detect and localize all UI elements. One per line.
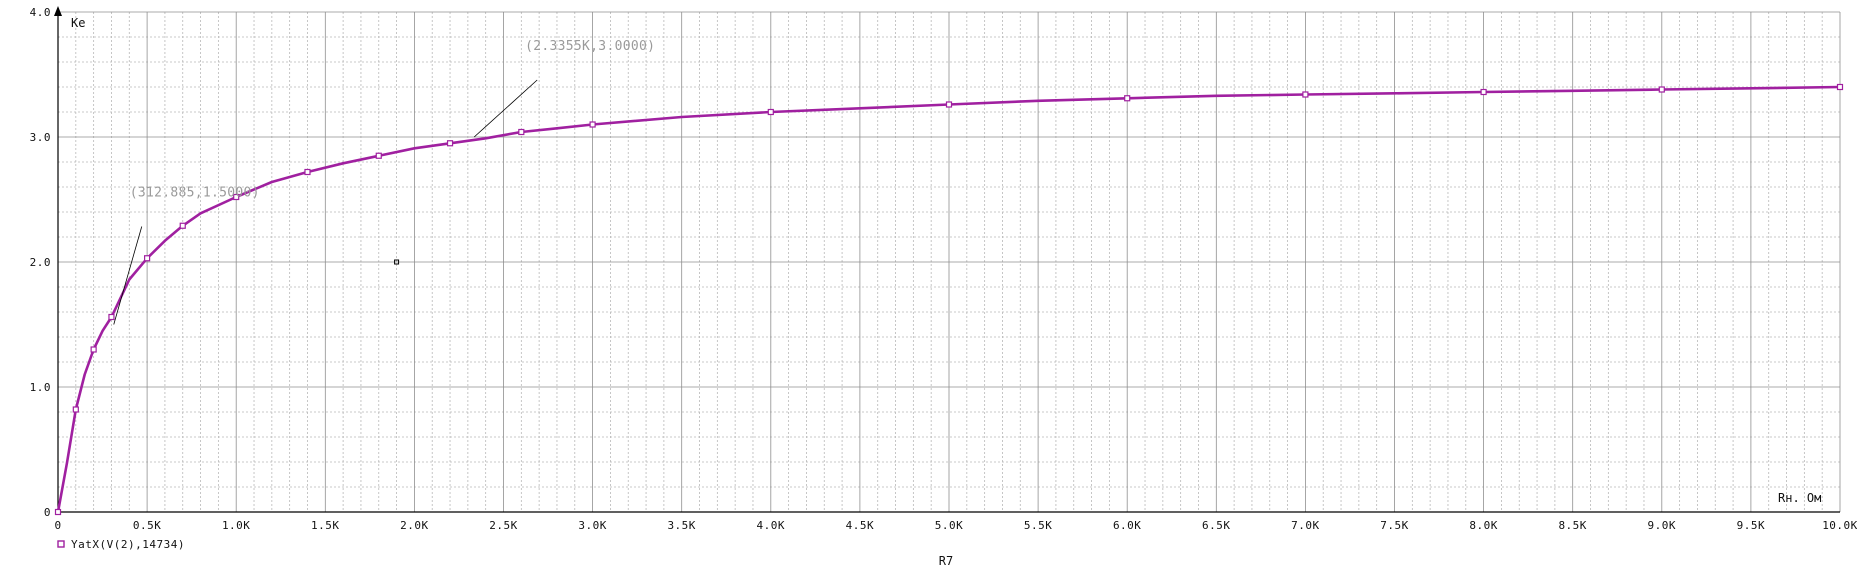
x-tick-label: 8.0K [1469,519,1498,532]
series-marker [945,101,953,108]
x-tick-label: 3.0K [578,519,607,532]
y-axis-label: Ke [71,16,85,30]
x-tick-label: 0 [54,519,61,532]
series-marker [1302,91,1309,98]
series-marker [54,508,62,516]
series-marker [108,313,115,321]
x-tick-label: 5.5K [1024,519,1053,532]
annotation-leader [113,226,143,325]
axis-labels: Ke Rн. Ом R7 [71,16,1821,568]
series-marker [1480,88,1487,96]
annotation-label: (312.885,1.5000) [130,186,260,201]
series-marker [90,346,97,353]
series-marker [304,168,311,176]
x-tick-label: 1.5K [311,519,340,532]
x-tick-label: 2.5K [489,519,518,532]
y-axis-arrow-icon [54,6,62,16]
series-marker [72,406,79,413]
cursor-marker-icon [394,259,400,265]
series-marker [1124,95,1131,102]
annotation-leader [473,79,538,138]
series-layer [54,83,1844,516]
y-tick-label: 0 [44,506,51,519]
x-tick-label: 4.5K [846,519,875,532]
x-tick-label: 7.0K [1291,519,1320,532]
legend-entry: YatX(V(2),14734) [71,538,185,551]
x-tick-label: 9.0K [1648,519,1677,532]
x-tick-label: 6.0K [1113,519,1142,532]
axes [54,6,1840,513]
x-tick-label: 6.5K [1202,519,1231,532]
annotation-label: (2.3355K,3.0000) [525,39,655,54]
annotations: (312.885,1.5000) (2.3355K,3.0000) [113,39,655,325]
x-tick-label: 0.5K [133,519,162,532]
x-tick-label: 8.5K [1558,519,1587,532]
x-tick-label: 7.5K [1380,519,1409,532]
legend: YatX(V(2),14734) [57,538,185,551]
x-tick-label: 9.5K [1737,519,1766,532]
y-tick-label: 2.0 [30,256,51,269]
y-tick-label: 4.0 [30,6,51,19]
series-marker [1836,83,1844,91]
series-marker [446,140,454,147]
legend-marker-icon [57,540,65,548]
x-tick-label: 3.5K [667,519,696,532]
series-marker [375,152,382,159]
x-tick-label: 2.0K [400,519,429,532]
x-tick-label: 5.0K [935,519,964,532]
series-marker [179,222,186,229]
x-tick-label: 1.0K [222,519,251,532]
series-marker [144,255,151,262]
y-tick-label: 1.0 [30,381,51,394]
grid [57,11,1841,513]
x-axis-label: Rн. Ом [1778,491,1821,505]
series-marker [233,193,240,201]
x-variable-label: R7 [939,554,953,568]
series-marker [1658,86,1665,93]
series-marker [518,128,525,136]
tick-labels: 0 0.5K 1.0K 1.5K 2.0K 2.5K 3.0K 3.5K 4.0K 4.5K 5.0… [30,6,1857,532]
x-tick-label: 10.0K [1822,519,1857,532]
x-tick-label: 4.0K [757,519,786,532]
series-marker [767,108,774,116]
series-marker [589,121,596,128]
y-tick-label: 3.0 [30,131,51,144]
